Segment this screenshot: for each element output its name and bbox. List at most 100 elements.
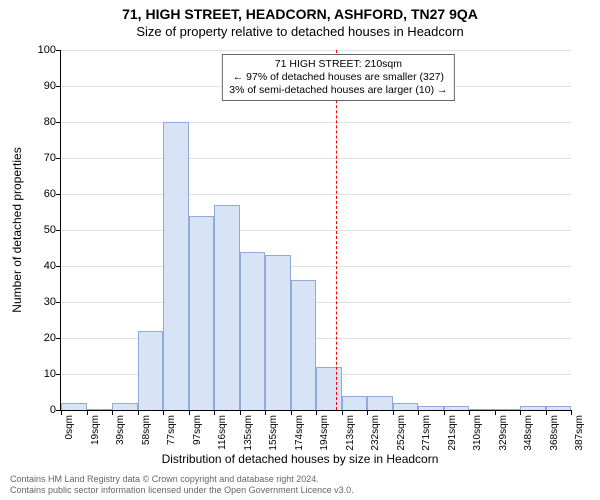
gridline	[61, 302, 571, 303]
ytick-label: 50	[26, 224, 56, 236]
xtick-label: 348sqm	[523, 415, 534, 451]
ytick-label: 20	[26, 332, 56, 344]
ytick-mark	[56, 266, 61, 267]
ytick-mark	[56, 50, 61, 51]
xtick-label: 310sqm	[472, 415, 483, 451]
xtick-label: 19sqm	[90, 415, 101, 445]
histogram-bar	[112, 403, 138, 410]
histogram-bar	[61, 403, 87, 410]
histogram-bar	[316, 367, 342, 410]
chart-subtitle: Size of property relative to detached ho…	[0, 22, 600, 39]
xtick-mark	[87, 410, 88, 415]
histogram-bar	[214, 205, 240, 410]
xtick-mark	[189, 410, 190, 415]
xtick-mark	[163, 410, 164, 415]
xtick-label: 155sqm	[268, 415, 279, 451]
histogram-bar	[291, 280, 317, 410]
ytick-label: 70	[26, 152, 56, 164]
annotation-box: 71 HIGH STREET: 210sqm← 97% of detached …	[222, 54, 454, 101]
histogram-bar	[138, 331, 164, 410]
xtick-mark	[520, 410, 521, 415]
xtick-mark	[418, 410, 419, 415]
xtick-mark	[112, 410, 113, 415]
xtick-mark	[61, 410, 62, 415]
xtick-label: 116sqm	[217, 415, 228, 450]
xtick-mark	[469, 410, 470, 415]
histogram-bar	[163, 122, 189, 410]
xtick-mark	[571, 410, 572, 415]
xtick-mark	[316, 410, 317, 415]
footer-line-2: Contains public sector information licen…	[10, 485, 354, 496]
y-axis-label: Number of detached properties	[10, 147, 24, 312]
xtick-mark	[342, 410, 343, 415]
chart-container: 71, HIGH STREET, HEADCORN, ASHFORD, TN27…	[0, 0, 600, 500]
histogram-bar	[265, 255, 291, 410]
ytick-label: 90	[26, 80, 56, 92]
xtick-mark	[444, 410, 445, 415]
gridline	[61, 50, 571, 51]
xtick-label: 77sqm	[166, 415, 177, 445]
histogram-bar	[418, 406, 444, 410]
ytick-mark	[56, 374, 61, 375]
histogram-bar	[240, 252, 266, 410]
ytick-mark	[56, 302, 61, 303]
xtick-label: 213sqm	[345, 415, 356, 451]
histogram-bar	[520, 406, 546, 410]
ytick-label: 0	[26, 404, 56, 416]
xtick-label: 39sqm	[115, 415, 126, 445]
xtick-mark	[495, 410, 496, 415]
histogram-bar	[189, 216, 215, 410]
histogram-bar	[367, 396, 393, 410]
annotation-line: 71 HIGH STREET: 210sqm	[229, 58, 447, 71]
ytick-mark	[56, 338, 61, 339]
xtick-label: 174sqm	[294, 415, 305, 451]
annotation-line: ← 97% of detached houses are smaller (32…	[229, 71, 447, 84]
reference-line	[336, 50, 337, 410]
ytick-label: 10	[26, 368, 56, 380]
xtick-mark	[138, 410, 139, 415]
ytick-mark	[56, 122, 61, 123]
xtick-label: 271sqm	[421, 415, 432, 451]
histogram-bar	[546, 406, 572, 410]
xtick-mark	[367, 410, 368, 415]
xtick-mark	[265, 410, 266, 415]
xtick-label: 291sqm	[447, 415, 458, 451]
x-axis-label: Distribution of detached houses by size …	[0, 452, 600, 466]
xtick-mark	[240, 410, 241, 415]
xtick-mark	[546, 410, 547, 415]
ytick-mark	[56, 194, 61, 195]
ytick-mark	[56, 86, 61, 87]
ytick-mark	[56, 230, 61, 231]
histogram-bar	[495, 409, 521, 410]
gridline	[61, 194, 571, 195]
ytick-label: 40	[26, 260, 56, 272]
histogram-bar	[444, 406, 470, 410]
xtick-label: 135sqm	[243, 415, 254, 451]
histogram-bar	[469, 409, 495, 410]
xtick-mark	[393, 410, 394, 415]
xtick-label: 0sqm	[64, 415, 75, 439]
xtick-label: 252sqm	[396, 415, 407, 451]
ytick-mark	[56, 158, 61, 159]
xtick-label: 97sqm	[192, 415, 203, 445]
xtick-label: 368sqm	[549, 415, 560, 451]
plot: 01020304050607080901000sqm19sqm39sqm58sq…	[60, 50, 571, 411]
ytick-label: 100	[26, 44, 56, 56]
footer-line-1: Contains HM Land Registry data © Crown c…	[10, 474, 354, 485]
histogram-bar	[342, 396, 368, 410]
xtick-label: 232sqm	[370, 415, 381, 451]
gridline	[61, 230, 571, 231]
ytick-label: 80	[26, 116, 56, 128]
ytick-label: 30	[26, 296, 56, 308]
gridline	[61, 266, 571, 267]
xtick-label: 387sqm	[574, 415, 585, 451]
histogram-bar	[87, 409, 113, 410]
xtick-label: 194sqm	[319, 415, 330, 451]
footer-credits: Contains HM Land Registry data © Crown c…	[10, 474, 354, 496]
xtick-mark	[214, 410, 215, 415]
annotation-line: 3% of semi-detached houses are larger (1…	[229, 84, 447, 97]
gridline	[61, 122, 571, 123]
gridline	[61, 158, 571, 159]
xtick-mark	[291, 410, 292, 415]
xtick-label: 329sqm	[498, 415, 509, 451]
